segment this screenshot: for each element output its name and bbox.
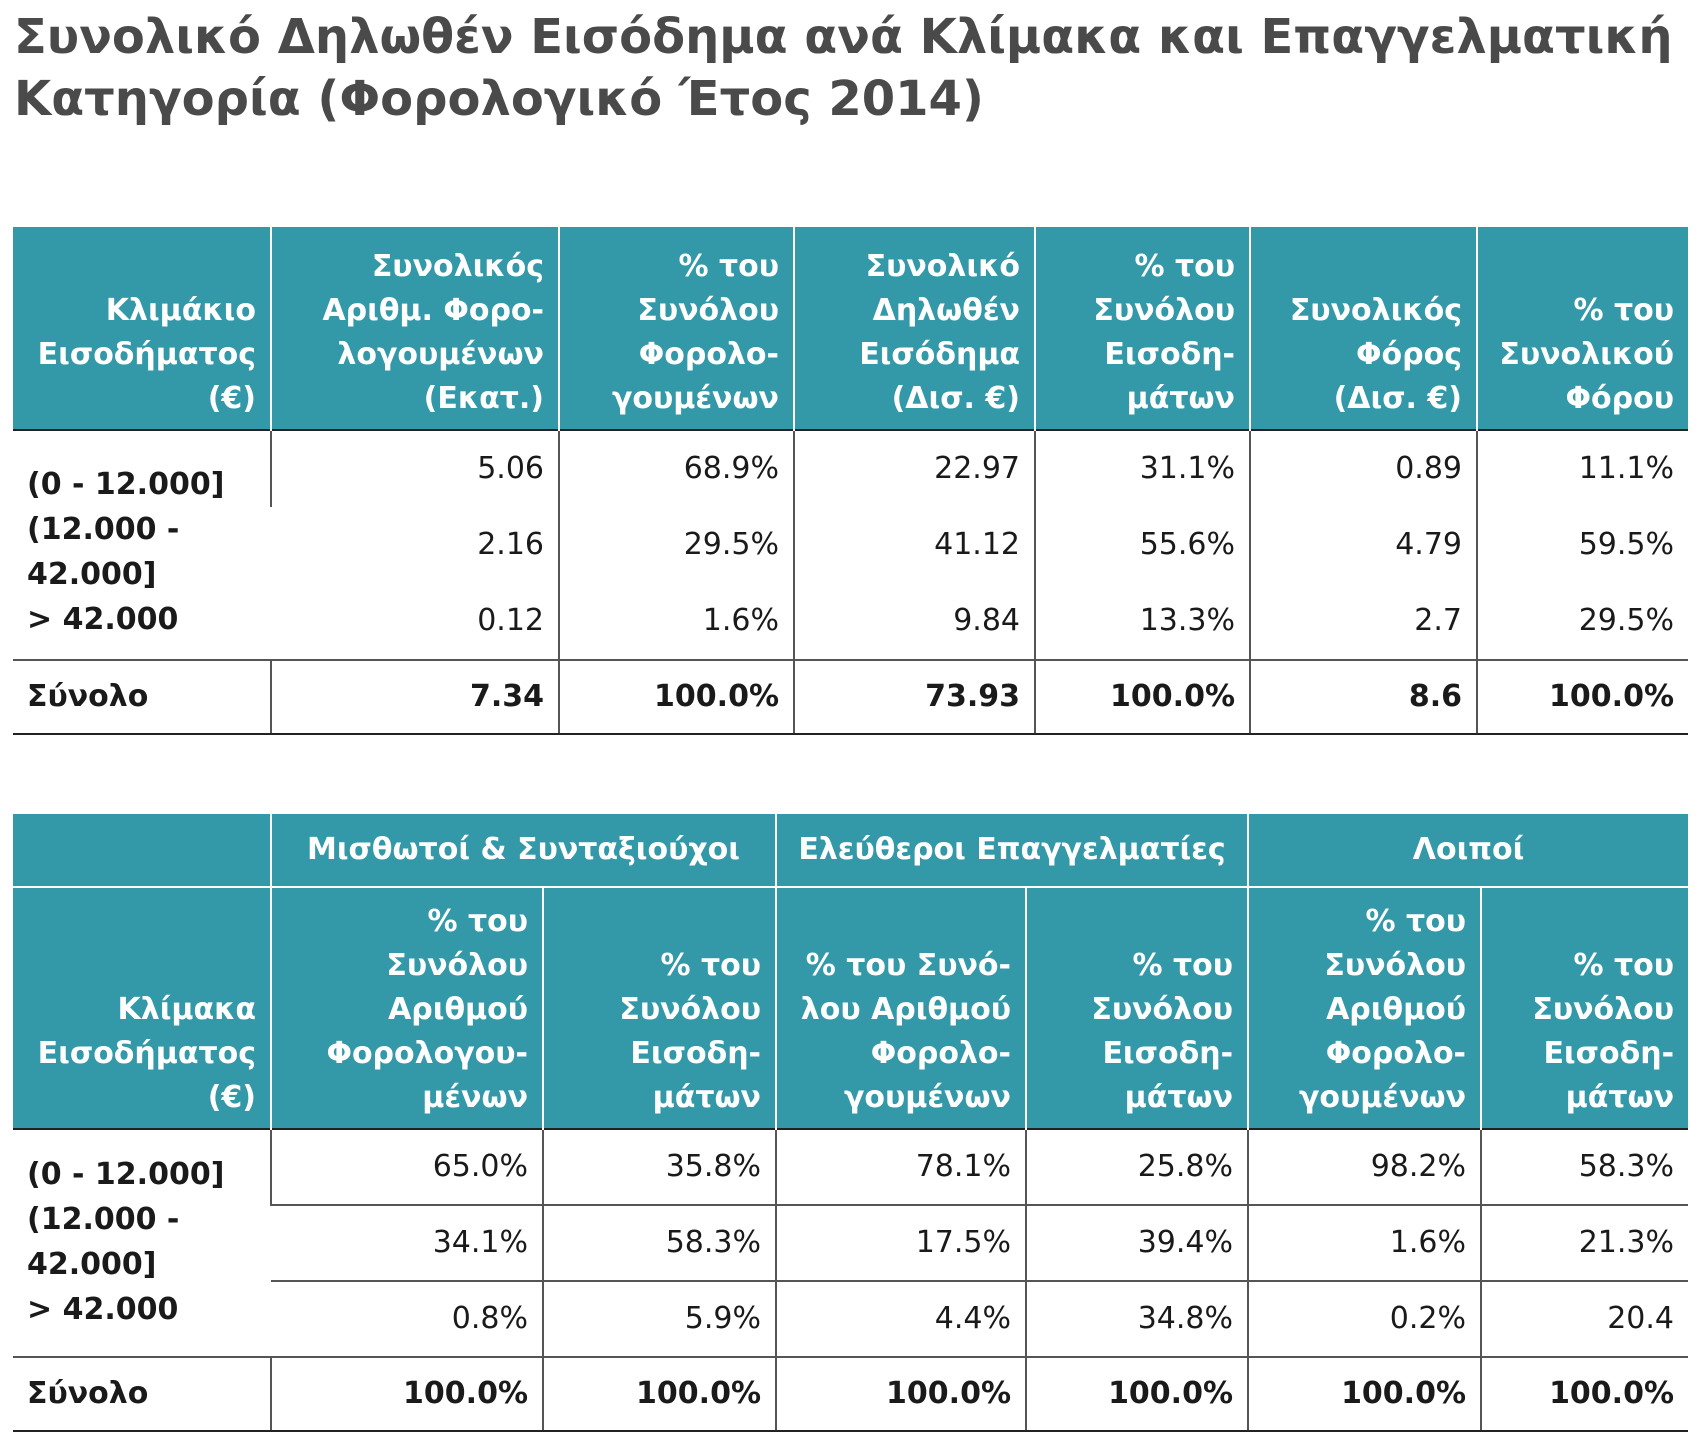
table-cell: 1.6% (558, 583, 794, 660)
total-cell: 100.0% (1024, 1356, 1249, 1432)
table-cell: 59.5% (1476, 507, 1688, 583)
table-cell: 25.8% (1024, 1128, 1249, 1206)
table-row: 2.16 29.5% 41.12 55.6% 4.79 59.5% (13, 507, 1688, 583)
table-cell: 35.8% (542, 1128, 776, 1206)
table-cell: 11.1% (1476, 429, 1688, 507)
table-cell: 17.5% (775, 1205, 1026, 1282)
total-cell: 100.0% (1247, 1356, 1482, 1432)
table-cell: 1.6% (1247, 1205, 1482, 1282)
row-labels-cell: (0 - 12.000] (12.000 - 42.000] > 42.000 (13, 429, 271, 660)
total-cell: 100.0% (1034, 659, 1250, 735)
row-label: (12.000 - 42.000] (27, 512, 180, 592)
column-header: % του Συνόλου Αριθμού Φορολογου-μένων (270, 887, 543, 1129)
table-cell: 0.2% (1247, 1281, 1482, 1357)
column-header: % του Συνόλου Εισοδη-μάτων (1024, 887, 1249, 1129)
table-cell: 2.16 (477, 527, 544, 562)
column-header: % του Συνολικού Φόρου (1476, 227, 1688, 430)
row-label: (0 - 12.000] (27, 467, 225, 502)
occupation-category-table: Μισθωτοί & Συνταξιούχοι Ελεύθεροι Επαγγε… (13, 814, 1689, 1432)
total-label: Σύνολο (13, 1356, 271, 1432)
group-header: Λοιποί (1247, 814, 1689, 888)
total-cell: 8.6 (1249, 659, 1477, 735)
total-cell: 100.0% (775, 1356, 1026, 1432)
column-header: Συνολικός Φόρος (Δισ. €) (1249, 227, 1477, 430)
table-cell: 58.3% (1480, 1128, 1689, 1206)
column-header: Κλίμακα Εισοδήματος (€) (13, 887, 271, 1129)
total-cell: 100.0% (1476, 659, 1688, 735)
page-title: Συνολικό Δηλωθέν Εισόδημα ανά Κλίμακα κα… (14, 9, 1673, 127)
table-row: 0.12 1.6% 9.84 13.3% 2.7 29.5% (13, 583, 1688, 660)
column-header: % του Συνόλου Εισοδη-μάτων (542, 887, 776, 1129)
table-cell: 9.84 (793, 583, 1035, 660)
total-row: Σύνολο 7.34 100.0% 73.93 100.0% 8.6 100.… (13, 659, 1688, 735)
group-header: Ελεύθεροι Επαγγελματίες (774, 814, 1249, 888)
table-cell: 0.89 (1249, 429, 1477, 507)
total-label: Σύνολο (13, 659, 271, 735)
table-cell: 29.5% (1476, 583, 1688, 660)
column-header: Συνολικός Αριθμ. Φορο-λογουμένων (Εκατ.) (270, 227, 559, 430)
sub-header-row: Κλίμακα Εισοδήματος (€) % του Συνόλου Αρ… (13, 887, 1689, 1129)
row-label: (0 - 12.000] (27, 1157, 225, 1192)
table-cell: 29.5% (558, 507, 794, 583)
table-cell: 21.3% (1480, 1205, 1689, 1282)
table-row: 0.8% 5.9% 4.4% 34.8% 0.2% 20.4 (13, 1281, 1689, 1357)
table-header-row: Κλιμάκιο Εισοδήματος (€) Συνολικός Αριθμ… (13, 227, 1688, 430)
column-header: % του Συνό-λου Αριθμού Φορολο-γουμένων (775, 887, 1026, 1129)
total-cell: 100.0% (558, 659, 794, 735)
table-cell: 39.4% (1024, 1205, 1249, 1282)
total-cell: 100.0% (270, 1356, 543, 1432)
column-header: % του Συνόλου Εισοδη-μάτων (1034, 227, 1250, 430)
table-cell: 65.0% (270, 1128, 543, 1206)
table-cell: 34.8% (1024, 1281, 1249, 1357)
row-label: > 42.000 (27, 1292, 179, 1327)
table-cell: 5.06 (270, 429, 559, 507)
row-label: (12.000 - 42.000] (27, 1202, 180, 1282)
table-cell: 13.3% (1034, 583, 1250, 660)
table-cell: 68.9% (558, 429, 794, 507)
table-cell: 2.7 (1249, 583, 1477, 660)
table-row: (0 - 12.000] (12.000 - 42.000] > 42.000 … (13, 1128, 1689, 1357)
table-cell: 34.1% (271, 1205, 543, 1282)
total-cell: 7.34 (270, 659, 559, 735)
table-cell: 22.97 (793, 429, 1035, 507)
table-row: (0 - 12.000] (12.000 - 42.000] > 42.000 … (13, 429, 1688, 660)
column-header: Κλιμάκιο Εισοδήματος (€) (13, 227, 271, 430)
row-labels-cell: (0 - 12.000] (12.000 - 42.000] > 42.000 (13, 1128, 271, 1357)
table-cell: 20.4 (1480, 1281, 1689, 1357)
table-cell: 55.6% (1034, 507, 1250, 583)
table-cell: 58.3% (542, 1205, 776, 1282)
table-cell: 0.8% (451, 1301, 528, 1336)
table-cell: 41.12 (793, 507, 1035, 583)
table-cell: 98.2% (1247, 1128, 1482, 1206)
total-cell: 100.0% (542, 1356, 776, 1432)
column-header: % του Συνόλου Φορολο-γουμένων (558, 227, 794, 430)
column-header: % του Συνόλου Εισοδη-μάτων (1480, 887, 1689, 1129)
table-cell: 0.12 (477, 603, 544, 638)
table-cell: 5.9% (542, 1281, 776, 1357)
corner-header (13, 814, 271, 888)
total-cell: 73.93 (793, 659, 1035, 735)
income-bracket-table: Κλιμάκιο Εισοδήματος (€) Συνολικός Αριθμ… (13, 227, 1688, 735)
group-header-row: Μισθωτοί & Συνταξιούχοι Ελεύθεροι Επαγγε… (13, 814, 1689, 888)
row-label: > 42.000 (27, 602, 179, 637)
table-cell: 4.4% (775, 1281, 1026, 1357)
column-header: % του Συνόλου Αριθμού Φορολο-γουμένων (1247, 887, 1482, 1129)
table-cell: 78.1% (775, 1128, 1026, 1206)
group-header: Μισθωτοί & Συνταξιούχοι (270, 814, 776, 888)
total-row: Σύνολο 100.0% 100.0% 100.0% 100.0% 100.0… (13, 1356, 1689, 1432)
total-cell: 100.0% (1480, 1356, 1689, 1432)
table-cell: 4.79 (1249, 507, 1477, 583)
table-cell: 31.1% (1034, 429, 1250, 507)
table-row: 34.1% 58.3% 17.5% 39.4% 1.6% 21.3% (13, 1205, 1689, 1282)
column-header: Συνολικό Δηλωθέν Εισόδημα (Δισ. €) (793, 227, 1035, 430)
